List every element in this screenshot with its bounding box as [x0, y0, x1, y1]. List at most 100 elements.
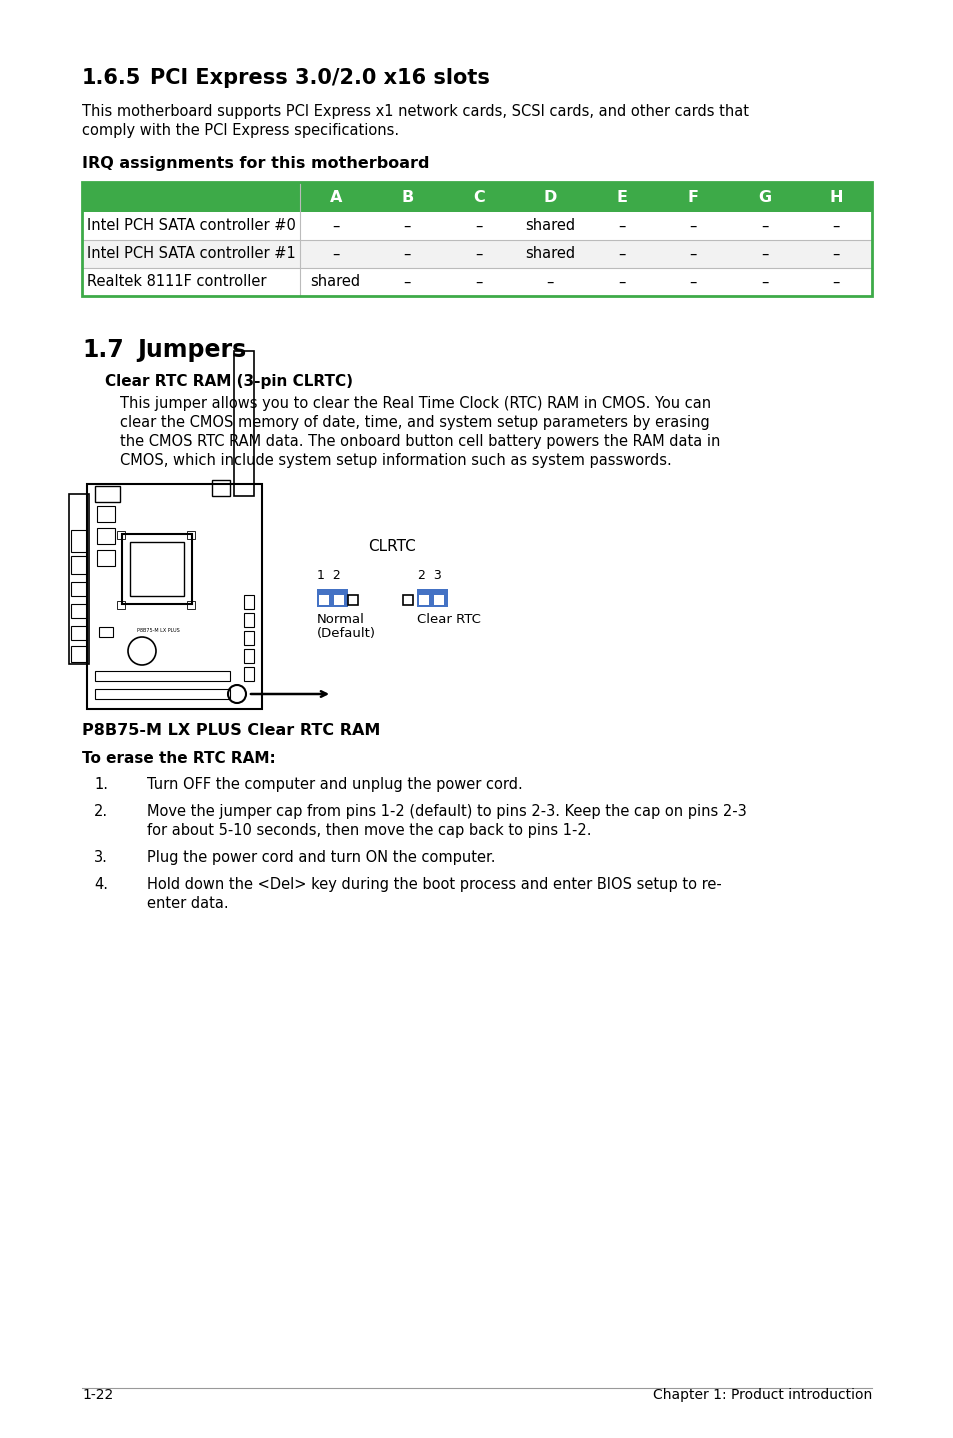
- Bar: [244, 667, 253, 682]
- Text: shared: shared: [311, 275, 360, 289]
- Text: 1-22: 1-22: [82, 1388, 113, 1402]
- Bar: [318, 595, 329, 605]
- Text: CLRTC: CLRTC: [368, 539, 416, 554]
- Text: enter data.: enter data.: [147, 896, 229, 912]
- Text: Realtek 8111F controller: Realtek 8111F controller: [87, 275, 266, 289]
- Bar: [97, 506, 115, 522]
- Text: –: –: [403, 275, 411, 289]
- Bar: [99, 627, 112, 637]
- Text: (Default): (Default): [316, 627, 375, 640]
- Text: 1.7: 1.7: [82, 338, 124, 362]
- Text: –: –: [760, 246, 767, 262]
- Bar: [212, 480, 230, 496]
- Text: –: –: [832, 246, 839, 262]
- Text: F: F: [687, 190, 698, 204]
- Text: –: –: [689, 219, 697, 233]
- Text: comply with the PCI Express specifications.: comply with the PCI Express specificatio…: [82, 124, 398, 138]
- Text: –: –: [618, 246, 625, 262]
- Text: To erase the RTC RAM:: To erase the RTC RAM:: [82, 751, 275, 766]
- Bar: [71, 604, 87, 618]
- Text: –: –: [760, 275, 767, 289]
- Bar: [82, 240, 871, 267]
- Bar: [244, 595, 253, 610]
- Bar: [71, 531, 87, 552]
- Text: P8B75-M LX PLUS Clear RTC RAM: P8B75-M LX PLUS Clear RTC RAM: [82, 723, 380, 738]
- Text: D: D: [543, 190, 557, 204]
- Text: Jumpers: Jumpers: [137, 338, 246, 362]
- Text: G: G: [758, 190, 771, 204]
- Text: 4.: 4.: [94, 877, 108, 892]
- Bar: [187, 531, 194, 539]
- Text: This jumper allows you to clear the Real Time Clock (RTC) RAM in CMOS. You can: This jumper allows you to clear the Real…: [120, 395, 710, 411]
- Bar: [244, 631, 253, 646]
- Text: –: –: [689, 275, 697, 289]
- Bar: [95, 672, 230, 682]
- Bar: [122, 533, 192, 604]
- Text: –: –: [332, 246, 339, 262]
- Bar: [71, 626, 87, 640]
- Text: B: B: [400, 190, 413, 204]
- Bar: [434, 595, 443, 605]
- Text: –: –: [689, 246, 697, 262]
- Text: Move the jumper cap from pins 1-2 (default) to pins 2-3. Keep the cap on pins 2-: Move the jumper cap from pins 1-2 (defau…: [147, 804, 746, 820]
- Text: –: –: [403, 219, 411, 233]
- Text: E: E: [616, 190, 626, 204]
- Text: the CMOS RTC RAM data. The onboard button cell battery powers the RAM data in: the CMOS RTC RAM data. The onboard butto…: [120, 434, 720, 449]
- Bar: [117, 601, 125, 610]
- Bar: [71, 582, 87, 595]
- Text: –: –: [618, 275, 625, 289]
- Text: shared: shared: [525, 246, 575, 262]
- Bar: [82, 183, 871, 296]
- Text: PCI Express 3.0/2.0 x16 slots: PCI Express 3.0/2.0 x16 slots: [150, 68, 489, 88]
- Text: 1.6.5: 1.6.5: [82, 68, 141, 88]
- Bar: [244, 649, 253, 663]
- Text: Plug the power cord and turn ON the computer.: Plug the power cord and turn ON the comp…: [147, 850, 495, 866]
- Text: –: –: [475, 219, 482, 233]
- Text: A: A: [329, 190, 341, 204]
- Text: clear the CMOS memory of date, time, and system setup parameters by erasing: clear the CMOS memory of date, time, and…: [120, 416, 709, 430]
- Bar: [82, 183, 871, 211]
- Text: 3.: 3.: [94, 850, 108, 866]
- Text: 2  3: 2 3: [417, 569, 441, 582]
- Bar: [71, 646, 87, 661]
- Bar: [402, 595, 413, 605]
- Bar: [71, 557, 87, 574]
- Text: –: –: [332, 219, 339, 233]
- Bar: [82, 211, 871, 240]
- Text: –: –: [546, 275, 554, 289]
- Text: C: C: [473, 190, 484, 204]
- Bar: [418, 595, 429, 605]
- Text: CMOS, which include system setup information such as system passwords.: CMOS, which include system setup informa…: [120, 453, 671, 467]
- Bar: [97, 528, 115, 544]
- Text: –: –: [832, 219, 839, 233]
- Text: –: –: [618, 219, 625, 233]
- Bar: [82, 267, 871, 296]
- Text: Normal: Normal: [316, 613, 364, 626]
- Bar: [334, 595, 344, 605]
- Text: Chapter 1: Product introduction: Chapter 1: Product introduction: [652, 1388, 871, 1402]
- Bar: [130, 542, 184, 595]
- Text: –: –: [403, 246, 411, 262]
- Text: Intel PCH SATA controller #0: Intel PCH SATA controller #0: [87, 219, 295, 233]
- Bar: [244, 613, 253, 627]
- Bar: [348, 595, 357, 605]
- Bar: [233, 351, 253, 496]
- Text: Clear RTC RAM (3-pin CLRTC): Clear RTC RAM (3-pin CLRTC): [105, 374, 353, 390]
- Bar: [95, 486, 120, 502]
- Text: 1  2: 1 2: [316, 569, 340, 582]
- Text: Hold down the <Del> key during the boot process and enter BIOS setup to re-: Hold down the <Del> key during the boot …: [147, 877, 721, 892]
- Bar: [87, 485, 262, 709]
- Text: H: H: [828, 190, 842, 204]
- Text: Clear RTC: Clear RTC: [416, 613, 480, 626]
- Text: –: –: [475, 275, 482, 289]
- Bar: [416, 590, 448, 607]
- Text: –: –: [832, 275, 839, 289]
- Text: P8B75-M LX PLUS: P8B75-M LX PLUS: [137, 628, 179, 634]
- Text: for about 5-10 seconds, then move the cap back to pins 1-2.: for about 5-10 seconds, then move the ca…: [147, 823, 591, 838]
- Text: This motherboard supports PCI Express x1 network cards, SCSI cards, and other ca: This motherboard supports PCI Express x1…: [82, 104, 748, 119]
- Text: –: –: [760, 219, 767, 233]
- Text: Turn OFF the computer and unplug the power cord.: Turn OFF the computer and unplug the pow…: [147, 777, 522, 792]
- Bar: [69, 495, 89, 664]
- Bar: [95, 689, 230, 699]
- Text: Intel PCH SATA controller #1: Intel PCH SATA controller #1: [87, 246, 295, 262]
